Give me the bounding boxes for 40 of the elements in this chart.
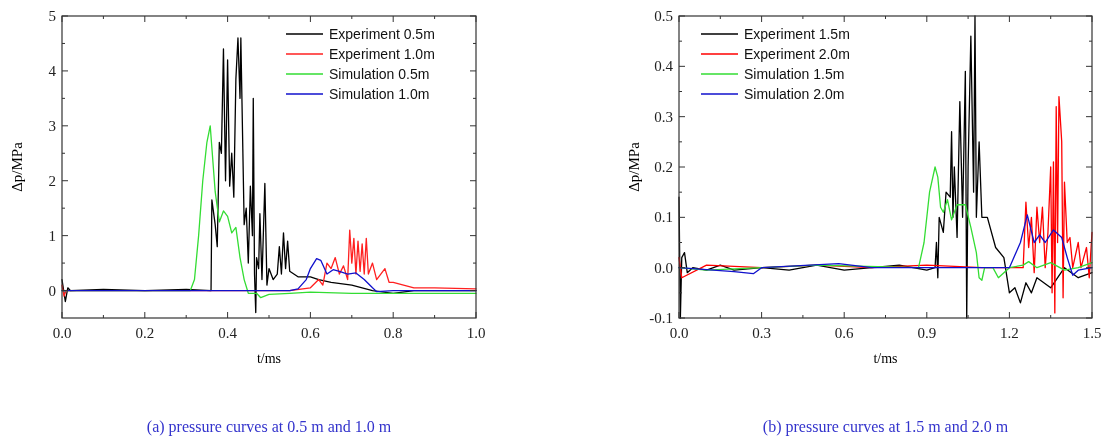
x-tick-label: 0.8	[383, 325, 403, 341]
y-tick-label: 0	[48, 282, 56, 299]
y-tick-label: 3	[48, 117, 56, 134]
text: (a) pressure curves at 0.5 m and 1.0 m	[146, 418, 392, 436]
legend-label: Simulation 0.5m	[329, 66, 430, 82]
legend-label: Experiment 0.5m	[329, 26, 435, 42]
y-axis-title: Δp/MPa	[9, 141, 25, 192]
legend-label: Experiment 1.5m	[744, 26, 850, 42]
text: (b) pressure curves at 1.5 m and 2.0 m	[762, 418, 1009, 436]
y-tick-label: 4	[48, 62, 57, 79]
line-series	[678, 166, 1093, 281]
x-tick-label: 1.5	[1082, 325, 1102, 341]
y-tick-label: 0.3	[654, 108, 673, 125]
y-tick-label: 5	[48, 8, 56, 24]
y-tick-label: 0.4	[654, 58, 674, 75]
y-tick-label: 0.5	[654, 8, 673, 24]
legend-label: Simulation 1.5m	[744, 66, 845, 82]
x-axis-title: t/ms	[873, 351, 898, 366]
x-axis-title: t/ms	[256, 351, 282, 366]
y-tick-label: 0.2	[654, 159, 673, 175]
x-tick-label: 0.0	[669, 325, 689, 341]
x-tick-label: 0.6	[301, 325, 321, 341]
x-tick-label: 0.9	[917, 325, 937, 341]
x-tick-label: 0.3	[752, 325, 771, 341]
y-tick-label: -0.1	[649, 310, 673, 326]
y-axis-title: Δp/MPa	[626, 141, 642, 192]
y-tick-label: 1	[48, 227, 56, 244]
legend-label: Experiment 1.0m	[329, 46, 435, 62]
legend-label: Simulation 1.0m	[329, 86, 430, 102]
y-tick-label: 2	[48, 172, 56, 189]
x-tick-label: 0.4	[218, 325, 238, 341]
y-tick-label: 0.0	[654, 259, 673, 276]
x-tick-label: 1.0	[466, 325, 486, 341]
x-tick-label: 1.2	[1000, 325, 1019, 341]
line-series	[678, 15, 1093, 319]
x-tick-label: 0.6	[834, 325, 855, 341]
x-tick-label: 0.2	[135, 325, 155, 341]
legend-label: Experiment 2.0m	[744, 46, 850, 62]
legend-label: Simulation 2.0m	[744, 86, 845, 102]
y-tick-label: 0.1	[654, 209, 673, 226]
